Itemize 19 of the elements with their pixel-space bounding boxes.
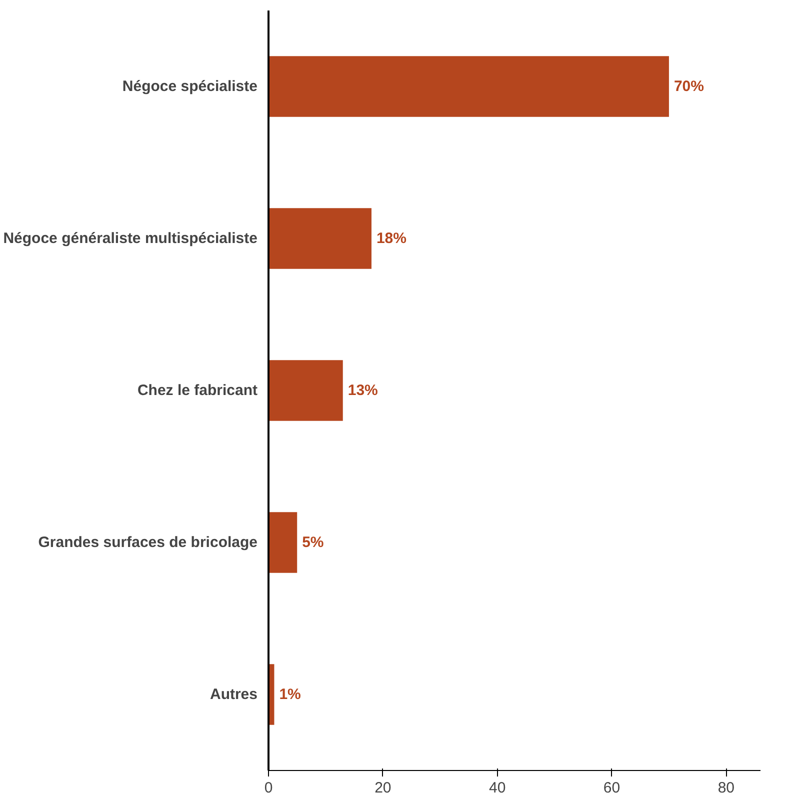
- y-tick-label: Chez le fabricant: [137, 382, 258, 399]
- y-tick-label: Négoce généraliste multispécialiste: [3, 230, 258, 247]
- data-label: 1%: [279, 686, 301, 703]
- y-tick-label: Négoce spécialiste: [122, 78, 258, 95]
- y-tick-label: Autres: [210, 686, 258, 703]
- bar: [268, 56, 669, 117]
- bar: [268, 360, 343, 421]
- x-tick-label: 40: [488, 780, 506, 796]
- data-label: 13%: [348, 382, 378, 399]
- bar: [268, 208, 372, 269]
- x-tick-label: 80: [718, 780, 735, 796]
- data-label: 5%: [302, 534, 324, 551]
- x-tick-label: 60: [603, 780, 620, 796]
- y-tick-label: Grandes surfaces de bricolage: [38, 534, 258, 551]
- bar: [268, 512, 298, 573]
- data-label: 18%: [376, 230, 407, 247]
- data-label: 70%: [674, 78, 704, 95]
- x-tick-label: 0: [264, 780, 273, 796]
- x-tick-label: 20: [374, 780, 392, 796]
